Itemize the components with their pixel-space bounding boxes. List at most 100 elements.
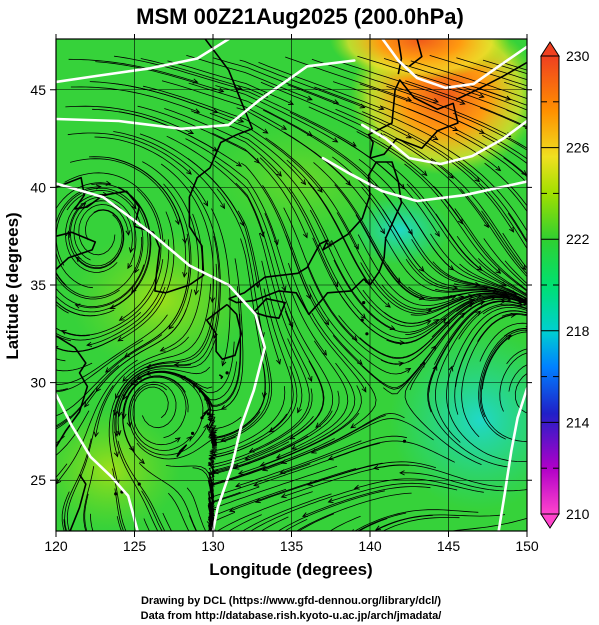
streamline-arrowhead bbox=[117, 336, 124, 342]
streamline bbox=[143, 518, 150, 531]
streamline bbox=[160, 213, 203, 352]
streamline-arrowhead bbox=[306, 95, 313, 101]
streamline-arrowhead bbox=[459, 99, 466, 105]
streamline bbox=[503, 157, 527, 178]
streamline bbox=[56, 390, 95, 430]
streamline-arrowhead bbox=[93, 431, 99, 438]
streamline-arrowhead bbox=[535, 302, 540, 306]
island bbox=[200, 416, 204, 420]
streamline-arrowhead bbox=[337, 543, 342, 548]
streamline-arrowhead bbox=[51, 414, 56, 418]
streamline-arrowhead bbox=[536, 193, 541, 198]
streamline bbox=[506, 109, 527, 119]
streamline-arrowhead bbox=[116, 430, 122, 437]
streamline bbox=[115, 158, 187, 277]
streamline bbox=[311, 418, 434, 454]
streamline bbox=[307, 461, 437, 486]
streamline-arrowhead bbox=[123, 352, 130, 358]
streamline bbox=[208, 463, 311, 525]
streamline-arrowhead bbox=[43, 324, 48, 329]
streamline bbox=[56, 264, 145, 308]
coastline bbox=[201, 409, 210, 419]
streamline-arrowhead bbox=[262, 539, 267, 544]
streamline bbox=[478, 258, 527, 296]
streamline bbox=[358, 518, 388, 531]
streamline bbox=[56, 312, 142, 341]
coastline bbox=[176, 444, 188, 458]
streamline bbox=[114, 413, 159, 531]
streamline-arrowhead bbox=[113, 431, 120, 438]
streamline-arrowhead bbox=[535, 169, 540, 174]
streamline bbox=[478, 182, 527, 250]
island bbox=[365, 332, 369, 336]
island bbox=[402, 439, 407, 443]
streamline-arrowhead bbox=[536, 153, 541, 157]
streamline-arrowhead bbox=[244, 540, 249, 545]
streamline-arrowhead bbox=[97, 543, 101, 548]
x-tick-label: 140 bbox=[358, 538, 382, 554]
streamline-arrowhead bbox=[432, 135, 439, 141]
streamline-arrowhead bbox=[509, 226, 515, 233]
streamline-arrowhead bbox=[105, 180, 112, 186]
streamline bbox=[276, 362, 356, 459]
streamline-arrowhead bbox=[115, 393, 120, 400]
streamline-arrowhead bbox=[153, 540, 157, 545]
streamline bbox=[114, 488, 124, 531]
colorbar-tick-label: 214 bbox=[566, 414, 590, 430]
coastline bbox=[56, 231, 97, 270]
streamline bbox=[95, 61, 224, 92]
streamline bbox=[380, 105, 501, 171]
streamline bbox=[56, 314, 168, 385]
streamline bbox=[430, 158, 526, 270]
streamline bbox=[122, 375, 186, 464]
streamline bbox=[136, 341, 235, 394]
streamline bbox=[298, 513, 335, 531]
streamline bbox=[162, 512, 172, 531]
streamline bbox=[166, 135, 264, 237]
streamline bbox=[161, 80, 287, 130]
streamline-arrowhead bbox=[419, 361, 426, 368]
streamline bbox=[143, 85, 268, 134]
island bbox=[362, 301, 366, 305]
streamline-arrowhead bbox=[297, 407, 302, 414]
streamline-arrowhead bbox=[532, 99, 537, 103]
streamline-arrowhead bbox=[259, 461, 266, 467]
streamline bbox=[63, 519, 67, 531]
streamline bbox=[503, 328, 527, 337]
coastline bbox=[455, 61, 527, 101]
streamline-arrowhead bbox=[317, 187, 323, 193]
x-tick-label: 120 bbox=[44, 538, 68, 554]
streamline-arrowhead bbox=[350, 423, 356, 429]
streamline-arrowhead bbox=[421, 170, 428, 177]
streamline-arrowhead bbox=[207, 417, 214, 423]
streamline bbox=[185, 138, 278, 245]
streamline bbox=[76, 209, 124, 269]
streamline-arrowhead bbox=[535, 300, 540, 304]
streamline-arrowhead bbox=[310, 448, 317, 454]
streamline bbox=[69, 202, 123, 267]
streamline-arrowhead bbox=[434, 231, 440, 237]
contour-224 bbox=[360, 119, 527, 166]
streamline bbox=[479, 329, 527, 418]
coastline bbox=[397, 39, 403, 75]
streamline-arrowhead bbox=[65, 230, 72, 237]
streamline-arrowhead bbox=[521, 170, 527, 176]
streamline bbox=[409, 298, 511, 391]
streamline-arrowhead bbox=[288, 100, 295, 105]
streamline-arrowhead bbox=[193, 289, 199, 296]
streamline-arrowhead bbox=[90, 544, 94, 549]
streamline bbox=[334, 184, 425, 300]
streamline bbox=[379, 189, 480, 286]
streamline bbox=[110, 186, 152, 309]
y-tick-label: 30 bbox=[30, 375, 46, 391]
streamline bbox=[56, 359, 138, 484]
streamline bbox=[477, 313, 527, 342]
streamline bbox=[56, 463, 68, 478]
temperature-contours bbox=[56, 39, 527, 531]
streamline-arrowhead bbox=[95, 184, 102, 190]
streamline bbox=[56, 415, 71, 427]
streamline bbox=[287, 84, 412, 139]
streamline bbox=[167, 492, 190, 531]
streamline-arrowhead bbox=[43, 428, 48, 432]
streamline bbox=[66, 385, 114, 531]
